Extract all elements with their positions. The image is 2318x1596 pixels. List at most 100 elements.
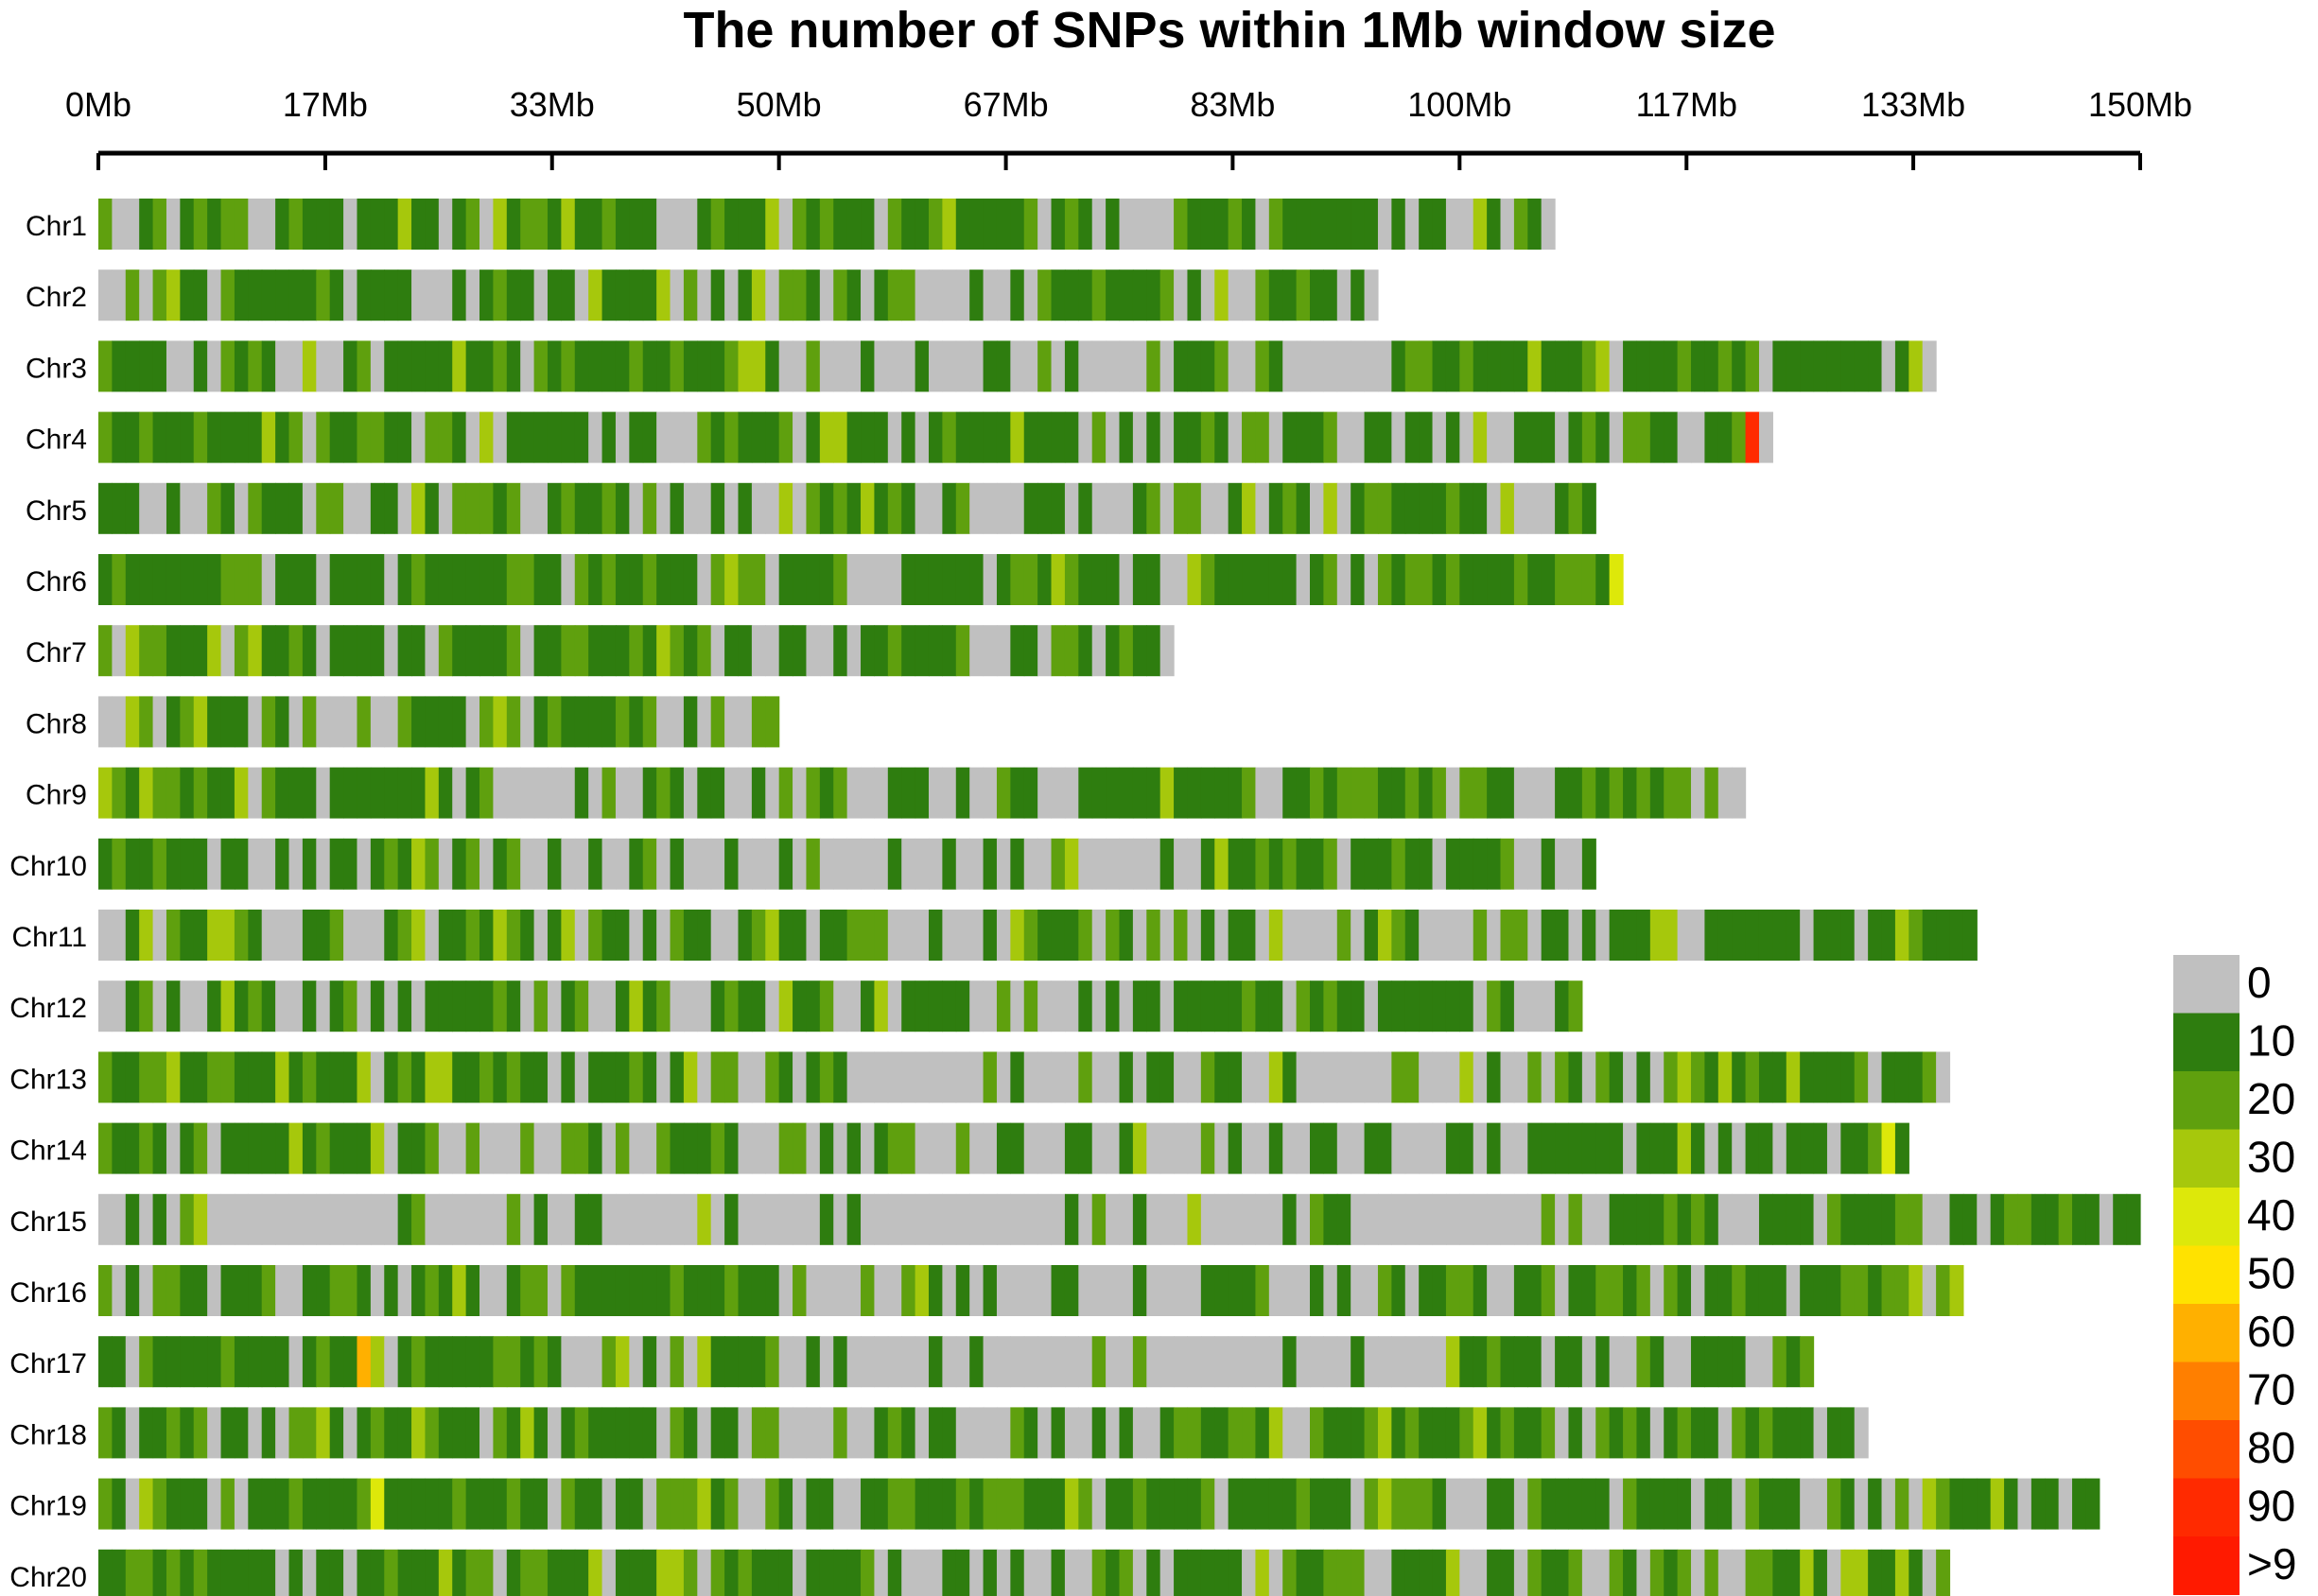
snp-bin xyxy=(697,482,712,534)
snp-bin xyxy=(384,696,399,748)
snp-bin xyxy=(601,980,617,1032)
snp-bin xyxy=(506,1265,521,1316)
snp-bin xyxy=(1432,767,1447,819)
snp-bin xyxy=(738,696,753,748)
snp-bin xyxy=(928,554,943,605)
snp-bin xyxy=(329,269,344,321)
snp-bin xyxy=(547,767,562,819)
snp-bin xyxy=(1323,482,1338,534)
snp-bin xyxy=(1432,980,1447,1032)
snp-bin xyxy=(1473,554,1488,605)
snp-bin xyxy=(1391,199,1406,250)
snp-bin xyxy=(1051,1336,1066,1388)
legend-swatch xyxy=(2173,1304,2240,1362)
snp-bin xyxy=(1432,1478,1447,1530)
snp-bin xyxy=(1581,1051,1596,1103)
snp-bin xyxy=(1568,838,1583,890)
snp-bin xyxy=(1023,1051,1038,1103)
snp-bin xyxy=(983,1122,998,1174)
snp-bin xyxy=(1419,838,1434,890)
snp-bin xyxy=(942,269,957,321)
snp-bin xyxy=(710,554,725,605)
snp-bin xyxy=(302,1265,317,1316)
snp-bin xyxy=(139,910,154,961)
snp-bin xyxy=(1623,767,1638,819)
snp-bin xyxy=(1010,411,1025,463)
snp-bin xyxy=(438,1407,453,1459)
snp-bin xyxy=(1555,554,1570,605)
snp-bin xyxy=(547,411,562,463)
snp-bin xyxy=(1840,340,1856,392)
snp-bin xyxy=(1459,1122,1474,1174)
snp-bin xyxy=(738,1336,753,1388)
snp-bin xyxy=(207,696,222,748)
snp-bin xyxy=(397,340,412,392)
snp-bin xyxy=(288,1265,304,1316)
snp-bin xyxy=(615,838,630,890)
snp-bin xyxy=(1445,1122,1460,1174)
snp-bin xyxy=(1459,767,1474,819)
snp-bin xyxy=(357,411,372,463)
snp-bin xyxy=(1786,910,1801,961)
snp-bin xyxy=(180,269,195,321)
snp-bin xyxy=(1826,1407,1841,1459)
snp-bin xyxy=(302,696,317,748)
snp-bin xyxy=(901,411,916,463)
snp-bin xyxy=(656,554,671,605)
snp-bin xyxy=(1091,1478,1107,1530)
snp-bin xyxy=(983,1193,998,1245)
snp-bin xyxy=(1908,1265,1924,1316)
snp-bin xyxy=(615,625,630,677)
snp-bin xyxy=(438,980,453,1032)
snp-bin xyxy=(928,1265,943,1316)
snp-bin xyxy=(1078,554,1093,605)
snp-bin xyxy=(1255,1122,1270,1174)
snp-bin xyxy=(411,554,427,605)
snp-bin xyxy=(1228,1193,1243,1245)
snp-bin xyxy=(642,411,657,463)
snp-bin xyxy=(955,910,970,961)
snp-bin xyxy=(465,411,480,463)
snp-bin xyxy=(166,1336,181,1388)
snp-bin xyxy=(425,1265,440,1316)
snp-bin xyxy=(493,554,508,605)
snp-bin xyxy=(574,1549,589,1596)
snp-bin xyxy=(1200,767,1215,819)
snp-bin xyxy=(465,554,480,605)
snp-bin xyxy=(1391,1336,1406,1388)
snp-bin xyxy=(397,1193,412,1245)
snp-bin xyxy=(1513,1478,1528,1530)
snp-bin xyxy=(1023,269,1038,321)
snp-bin xyxy=(1078,910,1093,961)
snp-bin xyxy=(793,411,808,463)
snp-bin xyxy=(1717,340,1733,392)
snp-bin xyxy=(670,340,685,392)
snp-bin xyxy=(1106,1051,1121,1103)
snp-bin xyxy=(996,1407,1011,1459)
snp-bin xyxy=(1854,1407,1869,1459)
snp-bin xyxy=(615,482,630,534)
snp-bin xyxy=(302,625,317,677)
snp-bin xyxy=(1732,767,1747,819)
snp-bin xyxy=(1255,1336,1270,1388)
snp-bin xyxy=(793,1051,808,1103)
snp-bin xyxy=(1242,1122,1257,1174)
snp-bin xyxy=(955,767,970,819)
snp-bin xyxy=(1772,1265,1787,1316)
snp-bin xyxy=(438,1051,453,1103)
snp-bin xyxy=(724,696,740,748)
snp-bin xyxy=(1119,1336,1134,1388)
snp-bin xyxy=(234,1193,249,1245)
snp-bin xyxy=(288,269,304,321)
snp-bin xyxy=(846,1122,862,1174)
snp-bin xyxy=(574,411,589,463)
snp-bin xyxy=(1106,482,1121,534)
snp-bin xyxy=(697,554,712,605)
snp-bin xyxy=(1282,767,1298,819)
snp-bin xyxy=(1772,1336,1787,1388)
snp-bin xyxy=(1174,1193,1189,1245)
snp-bin xyxy=(425,411,440,463)
snp-bin xyxy=(261,1265,276,1316)
snp-bin xyxy=(166,411,181,463)
snp-bin xyxy=(1037,1336,1053,1388)
